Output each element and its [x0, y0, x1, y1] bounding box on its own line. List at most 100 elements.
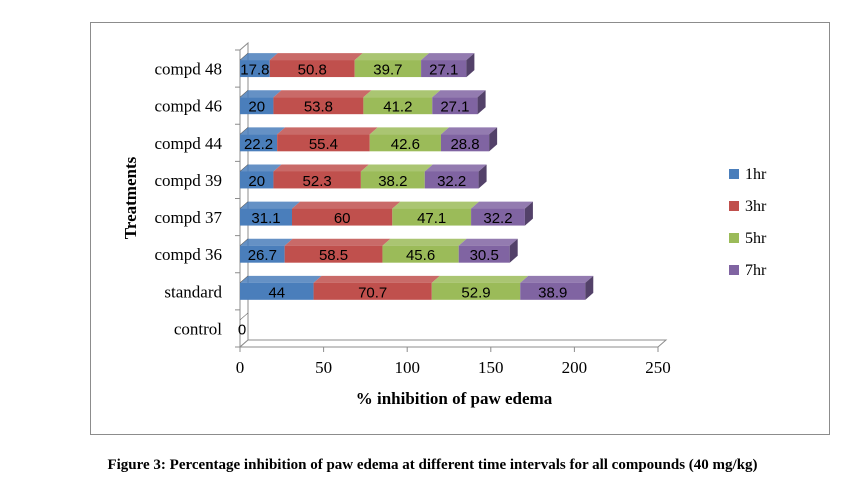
bar-segment	[240, 60, 270, 78]
category-label: compd 44	[154, 134, 222, 153]
data-label: 52.9	[461, 284, 490, 301]
bar-segment	[369, 134, 441, 152]
category-label: compd 36	[154, 245, 222, 264]
bar-edge	[239, 238, 249, 246]
bar-side-face	[477, 90, 486, 115]
bar-segment	[240, 171, 274, 189]
data-label: 42.6	[391, 136, 420, 153]
data-label: 39.7	[373, 62, 402, 79]
y-axis-title: Treatments	[121, 156, 140, 239]
bar-top-face	[424, 164, 487, 172]
bar-top-face	[360, 164, 433, 172]
bar-segment	[424, 171, 479, 189]
x-axis-title: % inhibition of paw edema	[356, 389, 553, 408]
bar-top-face	[277, 127, 378, 135]
category-label: compd 39	[154, 171, 222, 190]
category-label: control	[174, 319, 222, 338]
bar-segment	[269, 60, 355, 78]
bar-segment	[458, 245, 510, 263]
data-label: 70.7	[358, 284, 387, 301]
bar-edge	[239, 201, 249, 209]
bar-segment	[392, 208, 472, 226]
bar-edge	[239, 312, 249, 321]
back-wall	[239, 41, 249, 349]
bar-top-face	[458, 238, 518, 246]
figure-caption: Figure 3: Percentage inhibition of paw e…	[107, 457, 758, 473]
data-label: 17.8	[240, 62, 269, 79]
legend-swatch	[729, 201, 739, 211]
bar-side-face	[466, 53, 475, 78]
data-label: 32.2	[483, 210, 512, 227]
bar-edge	[239, 164, 249, 172]
data-label: 20	[248, 99, 265, 116]
legend-label: 7hr	[745, 262, 767, 279]
x-tick-label: 50	[315, 358, 332, 377]
bar-top-face	[240, 238, 293, 246]
data-label: 52.3	[303, 173, 332, 190]
bar-top-face	[240, 275, 322, 283]
bar-top-face	[240, 90, 282, 98]
bar-segment	[240, 245, 285, 263]
legend-swatch	[729, 265, 739, 275]
bar-segment	[291, 208, 393, 226]
bar-segment	[431, 282, 521, 300]
bar-side-face	[489, 127, 498, 152]
x-tick-label: 250	[645, 358, 671, 377]
data-label: 47.1	[417, 210, 446, 227]
data-label: 60	[334, 210, 351, 227]
bar-segment	[273, 97, 364, 115]
bar-top-face	[440, 127, 498, 135]
bar-top-face	[240, 201, 300, 209]
data-label: 50.8	[298, 62, 327, 79]
bar-top-face	[269, 53, 363, 61]
data-label: 26.7	[248, 247, 277, 264]
x-tick-label: 100	[394, 358, 420, 377]
bar-top-face	[240, 164, 282, 172]
legend-label: 3hr	[745, 198, 767, 215]
bar-side-face	[478, 164, 487, 189]
bar-segment	[354, 60, 422, 78]
bar-top-face	[432, 90, 486, 98]
bar-top-face	[369, 127, 449, 135]
data-label: 38.2	[378, 173, 407, 190]
bar-top-face	[273, 90, 372, 98]
bar-edge	[239, 275, 249, 284]
legend-label: 1hr	[745, 166, 767, 183]
data-label: 28.8	[450, 136, 479, 153]
x-tick-label: 0	[236, 358, 245, 377]
bar-segment	[240, 97, 274, 115]
bar-side-face	[585, 275, 594, 300]
bar-top-face	[240, 127, 286, 135]
bar-top-face	[273, 164, 369, 172]
bar-segment	[313, 282, 432, 300]
data-label: 30.5	[470, 247, 499, 264]
data-label: 45.6	[406, 247, 435, 264]
bar-segment	[471, 208, 525, 226]
data-label: 38.9	[538, 284, 567, 301]
bar-top-face	[431, 275, 529, 283]
data-label: 44	[268, 284, 285, 301]
data-label: 32.2	[437, 173, 466, 190]
bar-top-face	[313, 275, 440, 283]
bar-segment	[277, 134, 370, 152]
category-label: compd 37	[154, 208, 222, 227]
bar-segment	[360, 171, 425, 189]
bar-top-face	[240, 53, 278, 61]
bar-segment	[240, 282, 314, 300]
data-label: 31.1	[251, 210, 280, 227]
legend-swatch	[729, 233, 739, 243]
bar-segment	[432, 97, 478, 115]
floor	[238, 339, 668, 348]
bar-top-face	[421, 53, 475, 61]
bar-edge	[239, 52, 249, 61]
bar-segment	[382, 245, 459, 263]
data-label: 55.4	[309, 136, 338, 153]
x-tick-label: 150	[478, 358, 504, 377]
bar-side-face	[524, 201, 533, 226]
bar-segment	[240, 134, 278, 152]
bar-top-face	[363, 90, 441, 98]
bar-top-face	[520, 275, 594, 283]
bar-top-face	[382, 238, 467, 246]
bar-top-face	[471, 201, 533, 209]
